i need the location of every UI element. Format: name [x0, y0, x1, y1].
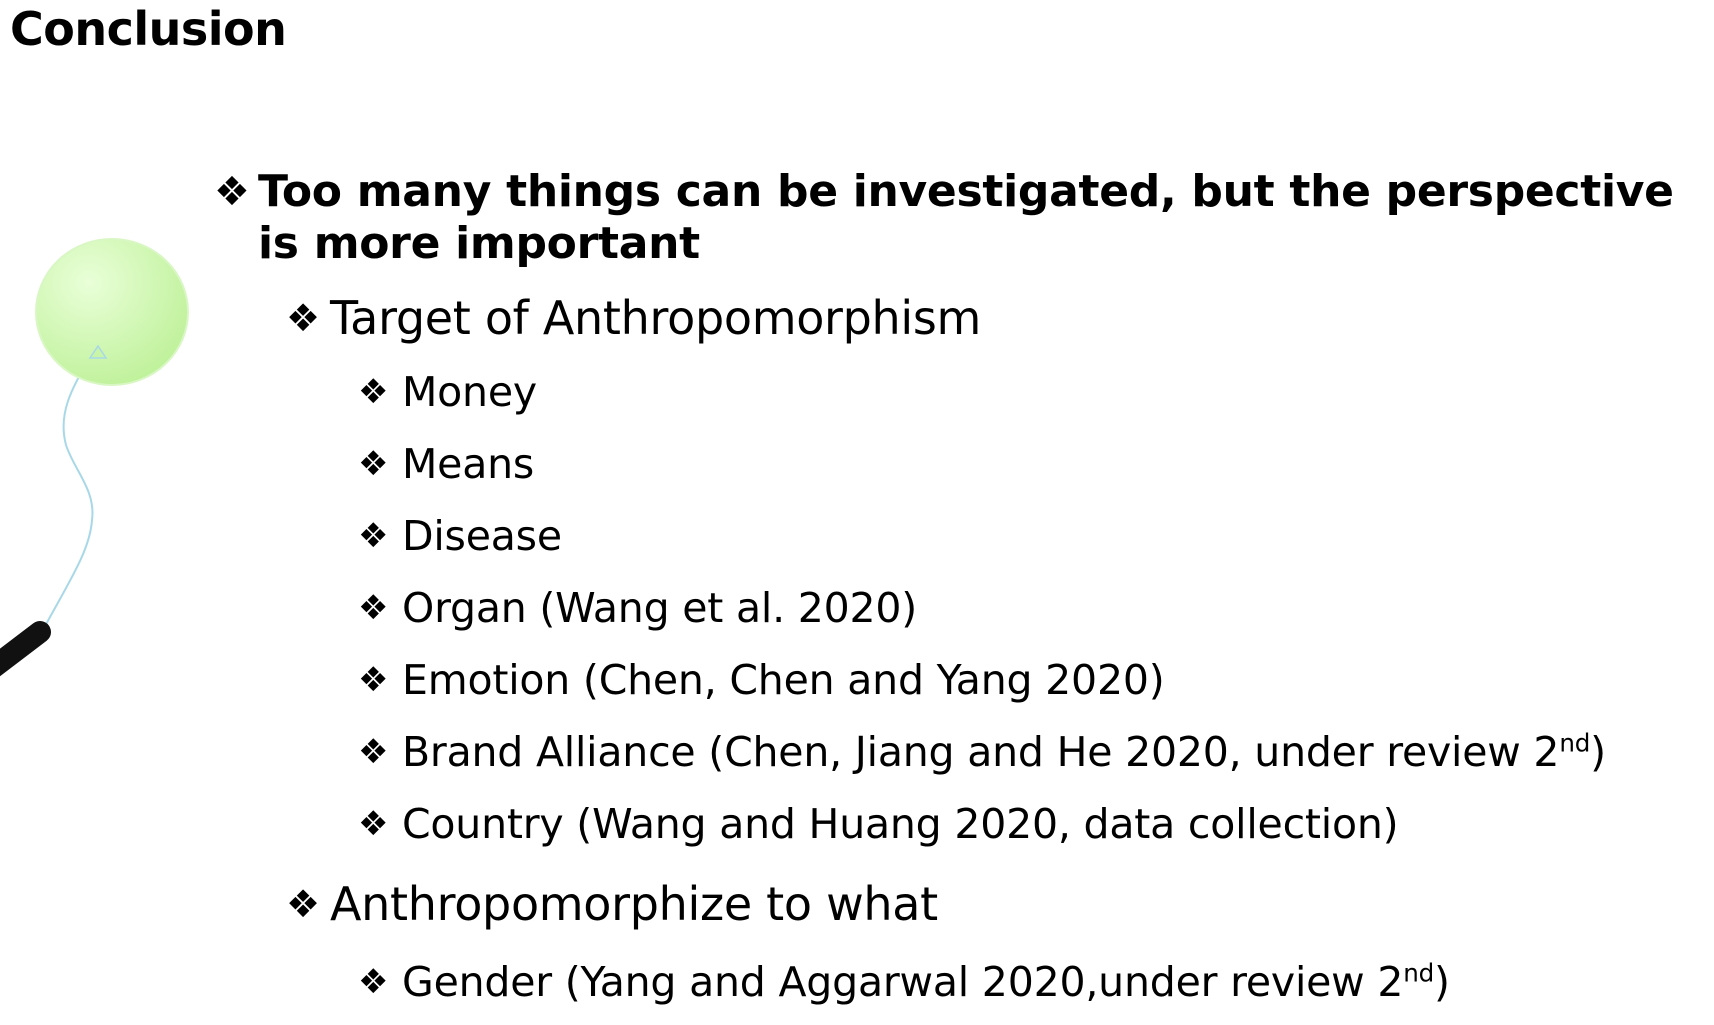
list-item-tail: ): [1434, 958, 1450, 1006]
target-heading-text: Target of Anthropomorphism: [330, 291, 982, 345]
balloon-icon: [0, 238, 189, 677]
list-item-text: Money: [402, 368, 537, 416]
to-what-heading: ❖ Anthropomorphize to what: [286, 876, 938, 932]
diamond-bullet-icon: ❖: [358, 372, 389, 412]
diamond-bullet-icon: ❖: [358, 588, 389, 628]
diamond-bullet-icon: ❖: [214, 169, 250, 215]
list-item: ❖ Gender (Yang and Aggarwal 2020,under re…: [358, 956, 1450, 1008]
diamond-bullet-icon: ❖: [358, 732, 389, 772]
list-item: ❖ Emotion (Chen, Chen and Yang 2020): [358, 654, 1165, 706]
list-item: ❖ Country (Wang and Huang 2020, data coll…: [358, 798, 1399, 850]
diamond-bullet-icon: ❖: [286, 296, 320, 340]
list-item: ❖ Organ (Wang et al. 2020): [358, 582, 917, 634]
list-item-text: Country (Wang and Huang 2020, data colle…: [402, 800, 1399, 848]
list-item-text: Brand Alliance (Chen, Jiang and He 2020,…: [402, 728, 1560, 776]
ordinal-suffix: nd: [1559, 728, 1591, 758]
page-title: Conclusion: [10, 2, 287, 56]
list-item-text: Gender (Yang and Aggarwal 2020,under rev…: [402, 958, 1404, 1006]
main-point-text: Too many things can be investigated, but…: [258, 166, 1674, 269]
list-item-text: Emotion (Chen, Chen and Yang 2020): [402, 656, 1165, 704]
ordinal-suffix: nd: [1403, 958, 1435, 988]
main-point: ❖ Too many things can be investigated, bu…: [214, 166, 1708, 270]
list-item: ❖ Means: [358, 438, 534, 490]
target-heading: ❖ Target of Anthropomorphism: [286, 290, 981, 346]
list-item-text: Disease: [402, 512, 562, 560]
list-item: ❖ Disease: [358, 510, 562, 562]
diamond-bullet-icon: ❖: [358, 444, 389, 484]
list-item: ❖ Brand Alliance (Chen, Jiang and He 2020…: [358, 726, 1606, 778]
list-item-text: Organ (Wang et al. 2020): [402, 584, 918, 632]
diamond-bullet-icon: ❖: [358, 516, 389, 556]
list-item: ❖ Money: [358, 366, 537, 418]
list-item-text: Means: [402, 440, 535, 488]
to-what-heading-text: Anthropomorphize to what: [330, 877, 938, 931]
diamond-bullet-icon: ❖: [358, 660, 389, 700]
list-item-tail: ): [1590, 728, 1606, 776]
diamond-bullet-icon: ❖: [358, 962, 389, 1002]
diamond-bullet-icon: ❖: [286, 882, 320, 926]
diamond-bullet-icon: ❖: [358, 804, 389, 844]
